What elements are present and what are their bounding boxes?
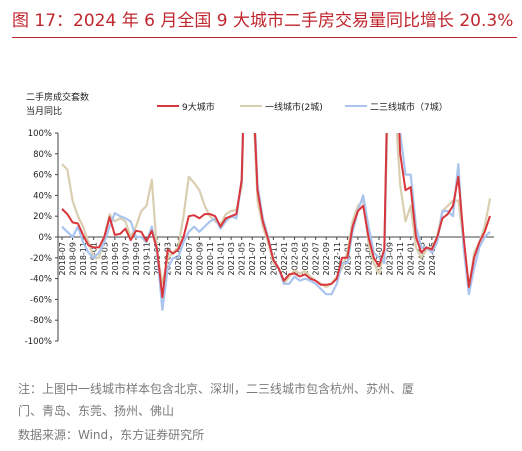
x-tick-label: 2022-11	[333, 242, 342, 275]
y-tick-label: 40%	[33, 191, 52, 201]
figure-title: 图 17：2024 年 6 月全国 9 大城市二手房交易量同比增长 20.3%	[12, 11, 514, 31]
y-tick-label: -60%	[30, 295, 52, 305]
x-tick-label: 2021-05	[238, 242, 247, 275]
x-tick-label: 2019-07	[121, 242, 130, 275]
x-tick-label: 2022-09	[322, 242, 331, 275]
x-tick-label: 2024-01	[407, 242, 416, 275]
x-tick-label: 2019-03	[100, 242, 109, 275]
x-tick-label: 2021-09	[259, 242, 268, 275]
y-axis-label-line2: 当月同比	[26, 107, 63, 117]
legend-label-9-cities: 9大城市	[182, 103, 215, 113]
x-tick-label: 2022-03	[290, 242, 299, 275]
x-tick-label: 2022-05	[301, 242, 310, 275]
x-tick-label: 2019-09	[132, 242, 141, 275]
legend-swatch-9-cities	[157, 105, 179, 107]
y-tick-label: 60%	[33, 171, 52, 181]
x-tick-label: 2019-05	[111, 242, 120, 275]
legend-swatch-tier1	[240, 105, 262, 107]
y-tick-label: 100%	[28, 129, 52, 139]
title-rule	[12, 37, 517, 38]
x-tick-label: 2021-01	[217, 242, 226, 275]
y-tick-label: 80%	[33, 150, 52, 160]
x-tick-label: 2024-05	[428, 242, 437, 275]
x-tick-label: 2018-11	[79, 242, 88, 275]
series-line-9-cities	[61, 133, 491, 299]
legend-label-tier23: 二三线城市（7城）	[370, 103, 448, 113]
x-tick-label: 2021-07	[248, 242, 257, 275]
x-tick-label: 2022-07	[312, 242, 321, 275]
x-tick-label: 2023-03	[354, 242, 363, 275]
x-tick-label: 2019-11	[143, 242, 152, 275]
x-tick-label: 2020-11	[206, 242, 215, 275]
legend-swatch-tier23	[345, 105, 367, 107]
x-tick-label: 2020-07	[185, 242, 194, 275]
y-tick-label: -20%	[30, 254, 52, 264]
source-note: 数据来源：Wind，东方证券研究所	[18, 428, 205, 442]
x-tick-label: 2022-01	[280, 242, 289, 275]
y-tick-label: 20%	[33, 212, 52, 222]
x-tick-label: 2018-07	[58, 242, 67, 275]
x-tick-label: 2023-11	[396, 242, 405, 275]
y-tick-label: 0%	[39, 233, 53, 243]
note-line-1: 注：上图中一线城市样本包含北京、深圳，二三线城市包含杭州、苏州、厦	[18, 382, 415, 396]
x-tick-label: 2018-09	[69, 242, 78, 275]
y-axis-label-line1: 二手房成交套数	[26, 93, 90, 103]
legend-label-tier1: 一线城市(2城)	[265, 103, 323, 113]
y-tick-label: -40%	[30, 275, 52, 285]
x-tick-label: 2020-09	[195, 242, 204, 275]
y-tick-label: -100%	[25, 337, 52, 347]
y-tick-label: -80%	[30, 316, 52, 326]
x-tick-label: 2023-09	[386, 242, 395, 275]
note-line-2: 门、青岛、东莞、扬州、佛山	[18, 404, 175, 418]
x-tick-label: 2023-05	[364, 242, 373, 275]
x-tick-label: 2021-03	[227, 242, 236, 275]
